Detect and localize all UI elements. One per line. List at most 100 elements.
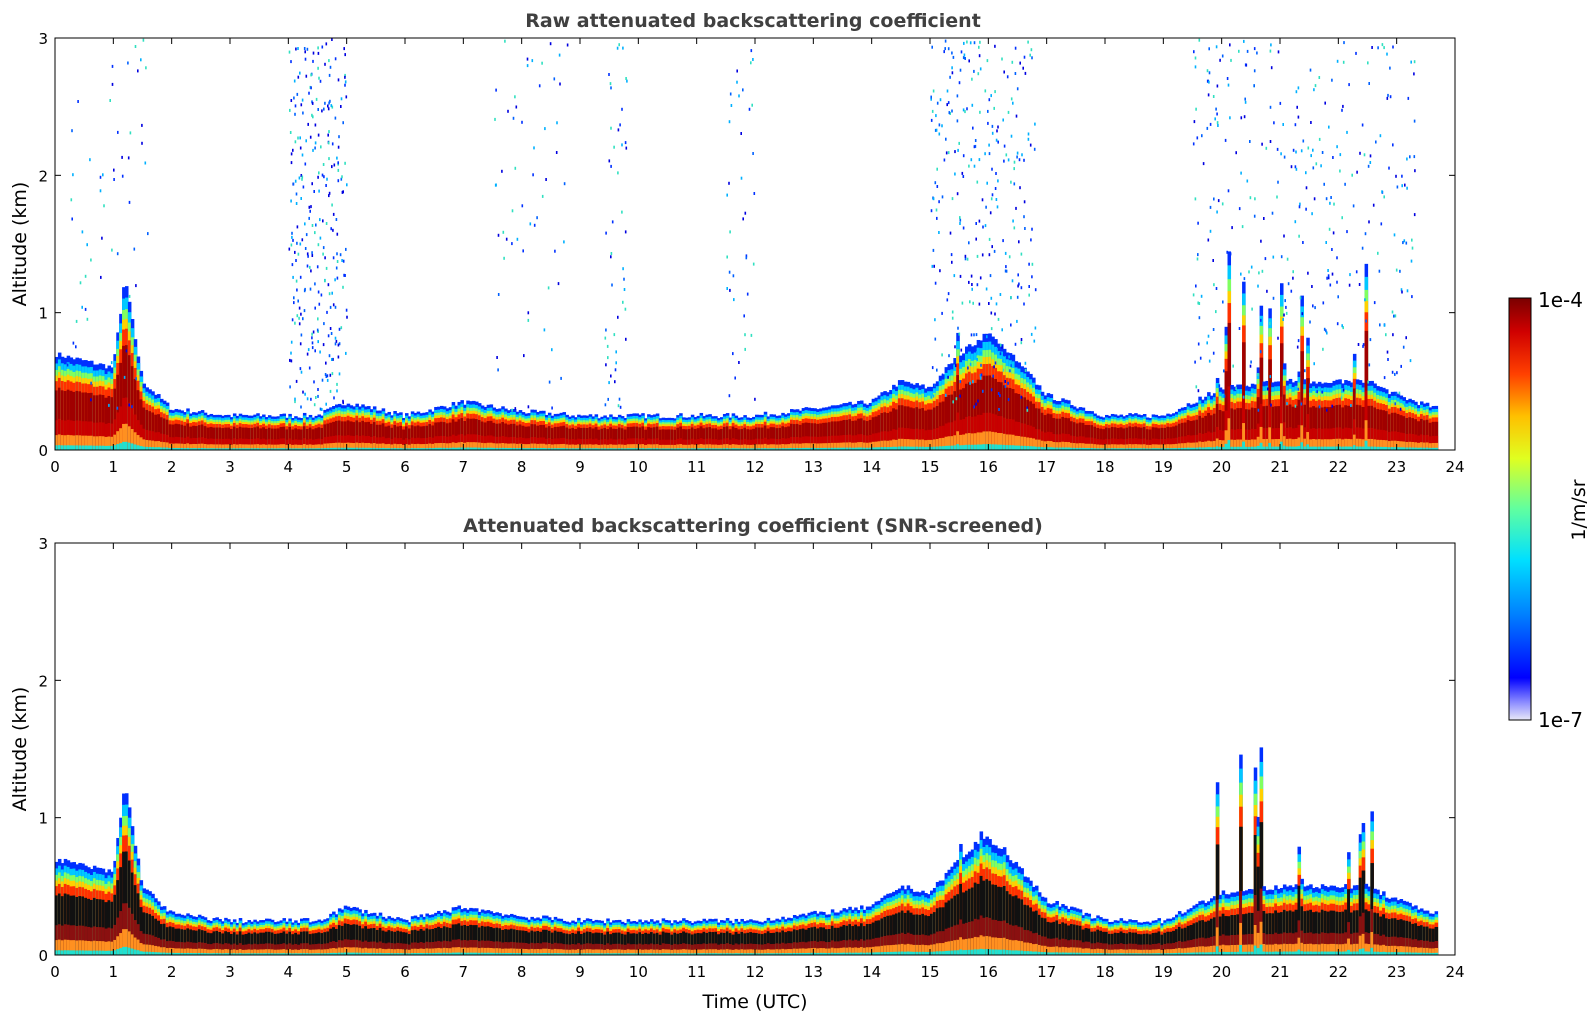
noise-pixel [322, 343, 325, 347]
heatmap-cell [101, 422, 106, 450]
heatmap-cell [623, 444, 628, 450]
heatmap-cell [635, 448, 639, 450]
heatmap-cell [238, 426, 243, 450]
heatmap-cell [1344, 427, 1348, 450]
noise-pixel [611, 220, 614, 224]
heatmap-cell [227, 444, 231, 450]
noise-pixel [90, 398, 92, 402]
heatmap-cell [749, 429, 753, 450]
heatmap-cell [1317, 406, 1322, 450]
noise-pixel [328, 73, 331, 77]
heatmap-cell [1058, 447, 1062, 450]
noise-pixel [608, 159, 611, 163]
heatmap-cell [930, 439, 934, 450]
heatmap-cell [1262, 446, 1267, 450]
heatmap-cell [162, 442, 167, 450]
heatmap-cell [801, 447, 806, 450]
heatmap-cell [495, 436, 499, 450]
heatmap-cell [997, 444, 1001, 450]
heatmap-cell [927, 409, 931, 450]
heatmap-cell [784, 444, 788, 450]
heatmap-cell [690, 448, 695, 450]
heatmap-cell [1180, 443, 1185, 450]
noise-pixel [609, 82, 612, 86]
noise-pixel [932, 394, 935, 398]
heatmap-cell [1247, 429, 1252, 450]
heatmap-cell [1422, 442, 1427, 450]
noise-pixel [617, 404, 620, 408]
heatmap-cell [442, 447, 447, 450]
heatmap-cell [1084, 448, 1089, 450]
heatmap-cell [451, 447, 456, 450]
noise-pixel [1034, 326, 1037, 330]
heatmap-cell [425, 448, 429, 450]
noise-pixel [327, 141, 330, 145]
noise-pixel [304, 392, 306, 396]
noise-pixel [336, 252, 338, 256]
heatmap-cell [991, 431, 995, 450]
heatmap-cell [419, 444, 424, 450]
heatmap-cell [425, 443, 429, 450]
noise-pixel [1013, 167, 1015, 171]
heatmap-cell [203, 444, 208, 450]
heatmap-cell [358, 443, 362, 450]
heatmap-cell [685, 448, 689, 450]
heatmap-cell [1338, 446, 1342, 450]
heatmap-cell [1420, 434, 1424, 450]
noise-pixel [626, 79, 628, 83]
heatmap-cell [746, 448, 750, 450]
heatmap-cell [836, 447, 841, 450]
heatmap-cell [1329, 439, 1334, 450]
noise-pixel [325, 222, 328, 225]
heatmap-cell [407, 439, 412, 450]
heatmap-cell [168, 437, 173, 450]
heatmap-cell [1014, 421, 1019, 450]
heatmap-cell [270, 448, 275, 450]
heatmap-cell [69, 445, 74, 450]
heatmap-cell [591, 448, 596, 450]
heatmap-cell [57, 434, 62, 450]
noise-pixel [959, 274, 962, 278]
noise-pixel [729, 288, 731, 292]
noise-pixel [318, 302, 321, 306]
heatmap-cell [63, 391, 68, 450]
noise-pixel [939, 269, 941, 273]
heatmap-cell [1405, 447, 1409, 450]
noise-pixel [946, 103, 948, 107]
heatmap-cell [119, 443, 123, 450]
heatmap-cell [880, 440, 884, 450]
noise-pixel [622, 300, 624, 304]
heatmap-cell [953, 445, 957, 450]
noise-pixel [290, 99, 293, 102]
heatmap-cell [1061, 447, 1065, 450]
heatmap-cell [1297, 446, 1302, 450]
heatmap-cell [1344, 438, 1348, 450]
heatmap-cell [1072, 443, 1077, 450]
heatmap-cell [1434, 447, 1439, 450]
noise-pixel [956, 94, 959, 98]
heatmap-cell [1320, 428, 1325, 450]
noise-pixel [77, 100, 79, 103]
heatmap-cell [454, 447, 459, 450]
heatmap-cell [489, 447, 494, 450]
heatmap-cell [1026, 446, 1030, 450]
heatmap-cell [515, 437, 520, 450]
heatmap-cell [1160, 438, 1164, 450]
heatmap-cell [512, 443, 517, 450]
heatmap-cell [650, 427, 654, 450]
noise-pixel [728, 270, 731, 274]
noise-pixel [103, 204, 105, 208]
heatmap-cell [72, 391, 77, 450]
heatmap-cell [145, 439, 149, 450]
noise-pixel [745, 254, 748, 258]
heatmap-cell [270, 444, 275, 450]
heatmap-cell [790, 436, 794, 450]
heatmap-cell [1256, 423, 1261, 450]
heatmap-cell [848, 442, 852, 450]
heatmap-cell [938, 446, 943, 450]
heatmap-cell [533, 447, 537, 450]
heatmap-cell [1233, 409, 1237, 450]
heatmap-cell [1431, 421, 1436, 450]
noise-pixel [300, 197, 302, 200]
noise-pixel [740, 132, 742, 135]
